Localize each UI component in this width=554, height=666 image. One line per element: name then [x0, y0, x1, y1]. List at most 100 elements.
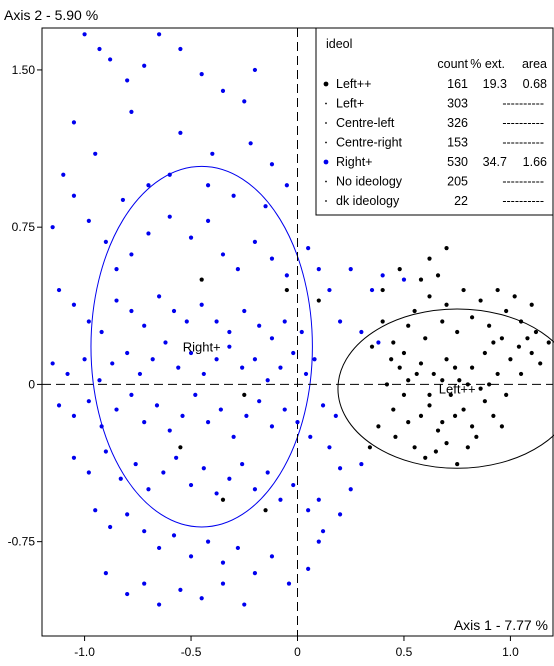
point-left — [491, 340, 496, 345]
point-right — [110, 361, 115, 366]
legend-count: 161 — [447, 77, 468, 91]
point-left — [427, 392, 432, 397]
point-right — [125, 591, 130, 597]
point-left — [391, 407, 396, 412]
group-label: Left++ — [439, 382, 476, 397]
point-left — [406, 420, 411, 425]
legend-marker — [323, 81, 329, 87]
point-right — [284, 183, 289, 188]
point-right — [178, 46, 183, 52]
point-right — [86, 319, 91, 324]
point-right — [333, 413, 338, 418]
point-right — [306, 566, 311, 572]
point-left — [393, 434, 398, 439]
point-right — [174, 455, 179, 460]
point-left — [457, 378, 462, 383]
point-left — [491, 413, 496, 418]
point-left — [316, 298, 321, 303]
point-left — [376, 424, 381, 429]
point-left — [435, 428, 441, 433]
legend-ext: ---------- — [502, 175, 544, 189]
point-left — [529, 302, 534, 307]
legend-header-ext: % ext. — [470, 57, 505, 71]
legend-count: 22 — [454, 194, 468, 208]
legend-count: 326 — [447, 116, 468, 130]
point-left — [263, 508, 268, 513]
point-right — [118, 476, 123, 481]
point-right — [137, 371, 143, 377]
point-right — [248, 141, 253, 146]
point-left — [487, 382, 492, 387]
point-left — [369, 344, 375, 349]
point-right — [86, 399, 91, 404]
legend-ext: ---------- — [502, 136, 544, 150]
point-right — [291, 482, 296, 488]
point-right — [108, 57, 113, 62]
point-left — [440, 420, 445, 425]
point-left — [516, 344, 522, 349]
point-right — [82, 32, 87, 37]
point-right — [269, 162, 275, 167]
point-left — [401, 350, 407, 356]
point-left — [504, 308, 509, 314]
point-right — [71, 193, 77, 198]
point-right — [244, 413, 249, 418]
legend-marker — [325, 102, 327, 105]
point-right — [142, 529, 147, 534]
legend-marker — [323, 159, 329, 165]
legend-header-area: area — [522, 57, 547, 71]
point-left — [418, 277, 424, 282]
point-left — [482, 399, 487, 404]
point-right — [82, 357, 87, 362]
point-right — [242, 602, 247, 607]
legend-count: 303 — [447, 97, 468, 111]
point-right — [282, 319, 287, 324]
point-right — [125, 78, 130, 83]
point-left — [469, 365, 475, 370]
legend-marker — [325, 141, 327, 144]
point-left — [508, 357, 513, 362]
ellipse-right — [90, 165, 313, 528]
point-right — [337, 512, 343, 517]
point-right — [214, 491, 219, 496]
point-right — [286, 581, 292, 586]
point-left — [444, 357, 449, 362]
point-right — [348, 487, 353, 492]
point-right — [146, 183, 151, 188]
point-right — [214, 357, 219, 362]
point-right — [348, 267, 353, 272]
point-right — [99, 329, 104, 335]
point-left — [414, 371, 419, 377]
point-left — [546, 340, 551, 345]
point-left — [452, 413, 458, 418]
point-right — [265, 470, 270, 475]
ellipse-left — [337, 308, 554, 469]
point-right — [220, 252, 226, 257]
point-left — [397, 267, 402, 272]
legend-marker — [325, 122, 327, 124]
point-left — [499, 424, 504, 429]
point-left — [178, 445, 183, 450]
point-left — [418, 413, 424, 418]
point-left — [474, 434, 479, 439]
point-right — [97, 46, 102, 52]
point-right — [99, 424, 104, 429]
point-right — [114, 298, 119, 303]
point-right — [199, 596, 204, 601]
point-left — [380, 287, 385, 293]
point-right — [157, 545, 162, 551]
point-right — [227, 329, 232, 335]
legend-ext: ---------- — [502, 194, 544, 208]
point-right — [380, 273, 385, 278]
point-right — [71, 455, 77, 460]
point-right — [61, 172, 66, 177]
legend-count: 205 — [447, 175, 468, 189]
point-right — [201, 466, 206, 471]
legend-ext: ---------- — [502, 116, 544, 130]
legend-count: 530 — [447, 155, 468, 169]
point-right — [142, 581, 147, 586]
point-right — [120, 197, 126, 203]
y-tick-label: 0 — [28, 377, 35, 391]
point-right — [150, 357, 155, 362]
point-right — [171, 533, 177, 538]
